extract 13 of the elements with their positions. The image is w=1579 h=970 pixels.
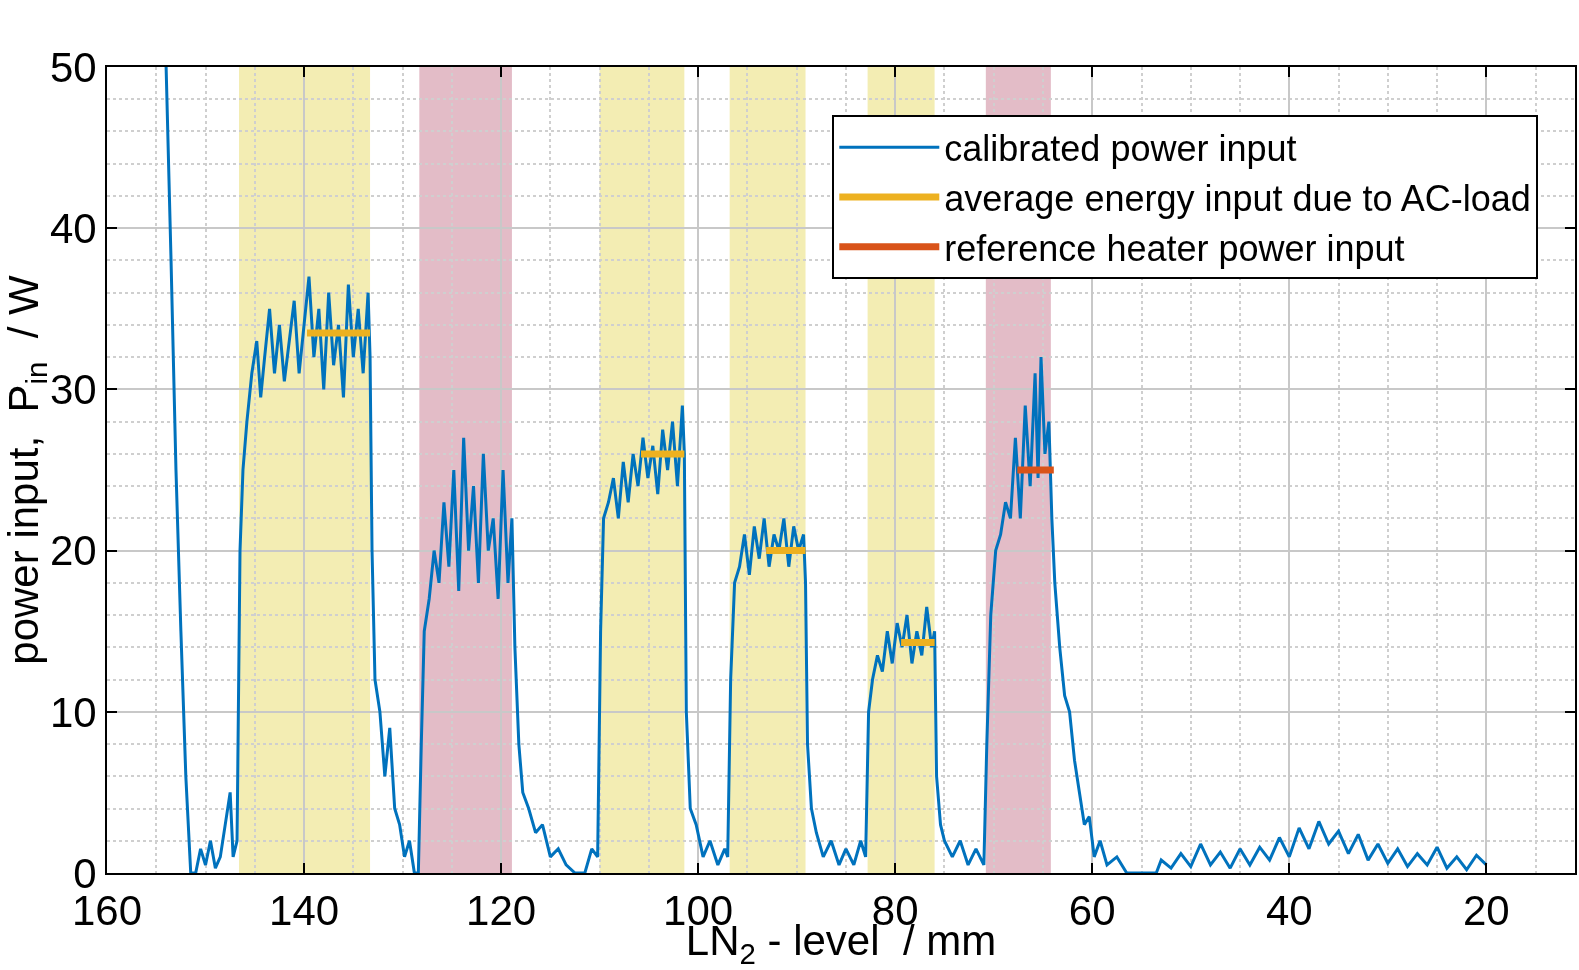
x-tick-label: 140 xyxy=(269,887,340,935)
legend-label: average energy input due to AC-load xyxy=(944,178,1531,220)
x-tick-label: 40 xyxy=(1265,887,1313,935)
y-tick-label: 30 xyxy=(49,366,97,414)
legend-label: reference heater power input xyxy=(944,227,1405,269)
y-tick-label: 50 xyxy=(49,43,97,91)
y-tick-label: 20 xyxy=(49,527,97,575)
legend-label: calibrated power input xyxy=(944,128,1297,170)
x-tick-label: 120 xyxy=(466,887,537,935)
x-tick-label: 20 xyxy=(1462,887,1510,935)
x-tick-label: 60 xyxy=(1068,887,1116,935)
y-tick-label: 10 xyxy=(49,688,97,736)
y-tick-label: 40 xyxy=(49,204,97,252)
